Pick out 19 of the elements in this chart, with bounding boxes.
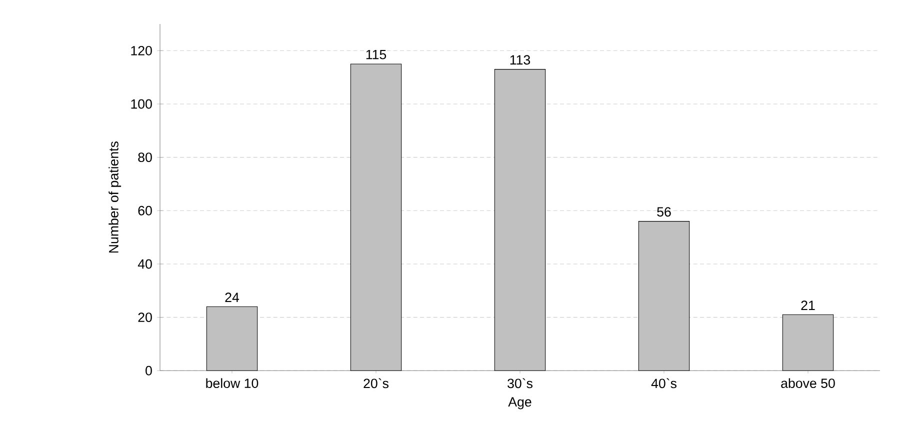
y-tick-label: 20 [138, 312, 152, 322]
data-label: 24 [225, 292, 240, 302]
y-tick-label: 60 [138, 206, 152, 216]
data-label: 56 [657, 207, 671, 217]
x-tick-label: 40`s [651, 378, 676, 388]
x-tick-label: below 10 [206, 378, 258, 388]
y-tick-label: 100 [131, 99, 152, 109]
y-tick-label: 40 [138, 259, 152, 269]
y-tick-label: 0 [146, 366, 152, 376]
x-axis-title: Age [508, 397, 532, 410]
data-label: 21 [801, 300, 815, 310]
x-tick-label: above 50 [781, 378, 835, 388]
x-tick-label: 30`s [508, 378, 532, 388]
y-tick-label: 120 [131, 46, 152, 56]
x-tick-label: 20`s [364, 378, 388, 388]
y-axis-title: Number of patients [108, 141, 122, 253]
data-label: 115 [366, 50, 386, 60]
data-label: 113 [510, 55, 530, 65]
y-tick-label: 80 [138, 152, 152, 162]
